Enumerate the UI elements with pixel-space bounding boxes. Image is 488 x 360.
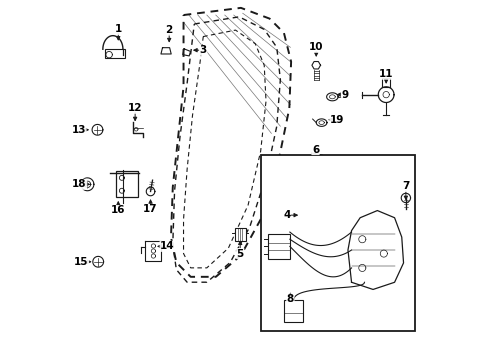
- Bar: [260, 155, 414, 330]
- Text: 14: 14: [160, 241, 174, 251]
- Text: 8: 8: [286, 294, 293, 304]
- Bar: [234, 228, 245, 241]
- Text: 2: 2: [165, 25, 172, 35]
- Text: 7: 7: [401, 181, 409, 192]
- Text: 4: 4: [283, 210, 290, 220]
- Text: 17: 17: [143, 204, 158, 215]
- Text: 16: 16: [111, 206, 125, 216]
- Text: 6: 6: [311, 144, 319, 154]
- Bar: [116, 171, 137, 197]
- Text: 13: 13: [71, 125, 86, 135]
- Text: 18: 18: [72, 179, 86, 189]
- Text: 12: 12: [128, 103, 142, 113]
- Text: 19: 19: [329, 115, 344, 125]
- Text: 3: 3: [199, 45, 206, 55]
- Bar: [283, 300, 303, 321]
- Text: 15: 15: [74, 257, 88, 267]
- Text: 1: 1: [114, 24, 122, 35]
- Text: 5: 5: [236, 248, 244, 258]
- Text: 10: 10: [308, 42, 323, 52]
- Text: 11: 11: [378, 69, 393, 79]
- Text: 9: 9: [341, 90, 348, 100]
- Bar: [104, 49, 124, 58]
- Bar: [268, 234, 289, 259]
